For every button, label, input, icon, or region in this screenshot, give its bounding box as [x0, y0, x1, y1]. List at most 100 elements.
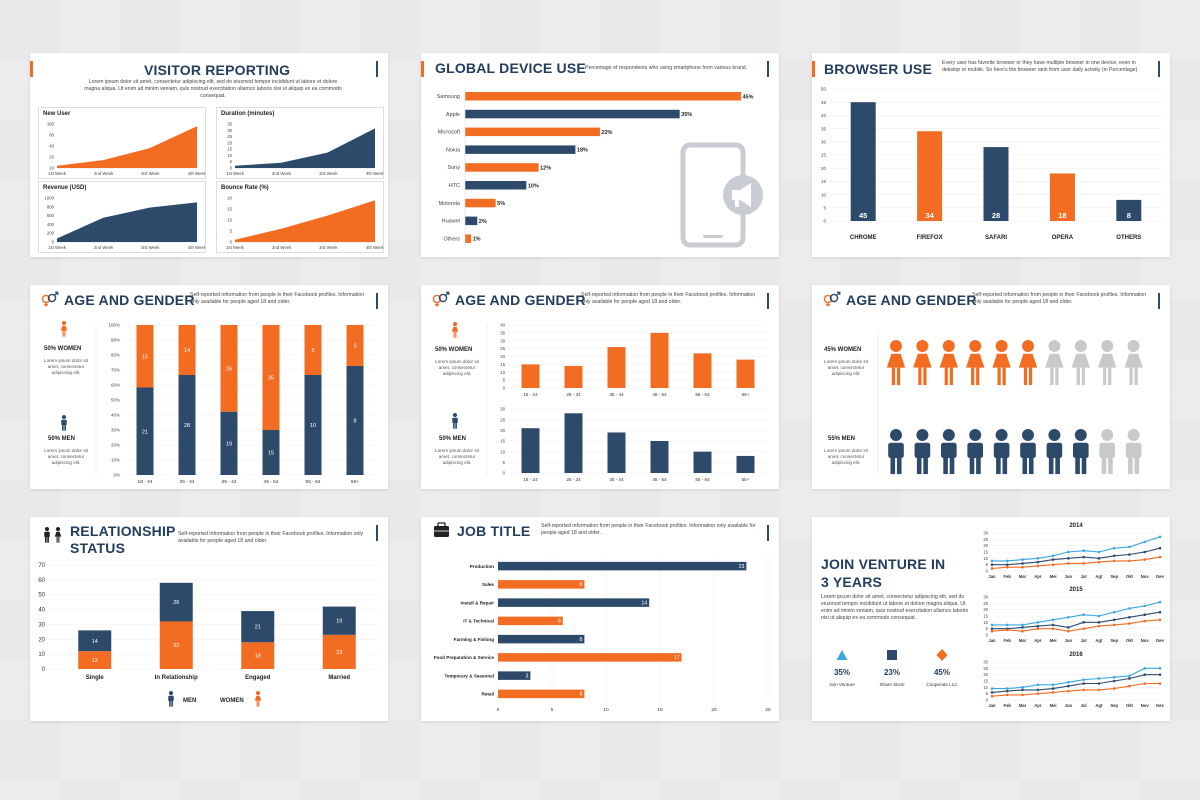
y-tick-label: 10	[227, 153, 232, 158]
mini-chart-panel: Bounce Rate (%) 20 15 10 5 0 1st Week 2nd Week 3…	[216, 181, 384, 253]
data-label: 14	[92, 639, 98, 645]
y-tick-label: 0	[986, 633, 989, 638]
area-series	[57, 202, 197, 242]
job-bar	[498, 689, 585, 699]
job-bar	[498, 580, 585, 589]
women-percentage: 50% WOMEN	[44, 346, 82, 352]
line-point	[1112, 546, 1116, 550]
slide-age-gender-pictogram: AGE AND GENDER Self-reported information…	[812, 285, 1170, 489]
y-tick-label: 0	[986, 698, 989, 703]
y-tick-label: 15	[500, 362, 505, 367]
stat-label: Share Stock	[879, 682, 905, 687]
y-tick-label: 45	[821, 100, 827, 105]
data-label: 18	[1058, 211, 1066, 220]
line-point	[990, 694, 994, 698]
line-point	[1097, 560, 1101, 564]
male-icon	[940, 429, 957, 475]
x-tick-label: Sep	[1110, 574, 1118, 579]
line-series	[992, 536, 1161, 562]
y-tick-label: 5	[986, 562, 989, 567]
line-point	[1097, 614, 1101, 618]
y-tick-label: 15	[500, 439, 505, 444]
line-point	[1051, 618, 1055, 622]
male-icon	[1072, 429, 1089, 475]
line-point	[1051, 683, 1055, 687]
women-percentage: 45% WOMEN	[824, 347, 862, 353]
x-tick-label: Apr	[1034, 703, 1042, 708]
age-gender-pictogram	[823, 291, 1143, 475]
y-tick-label: 70	[38, 563, 45, 569]
line-point	[1143, 558, 1147, 561]
line-series	[992, 547, 1161, 566]
category-label: Apple	[446, 112, 460, 118]
line-point	[1128, 607, 1131, 610]
job-bar	[498, 671, 531, 680]
y-tick-label: 5	[230, 229, 233, 234]
title-accent	[30, 61, 33, 77]
age-bar	[736, 455, 755, 473]
data-label: 28	[992, 211, 1000, 220]
y-tick-label: 10	[983, 620, 988, 625]
mini-chart-title: Bounce Rate (%)	[221, 185, 269, 191]
female-icon	[54, 527, 62, 543]
slide-title: AGE AND GENDER	[64, 292, 195, 308]
line-point	[1021, 562, 1024, 565]
y-tick-label: 20	[49, 155, 54, 160]
line-point	[1097, 682, 1101, 685]
y-tick-label: 800	[47, 204, 55, 209]
line-point	[1082, 682, 1085, 685]
device-bar	[465, 198, 496, 208]
x-tick-label: Jul	[1081, 638, 1087, 643]
female-icon	[60, 321, 68, 337]
data-label: 12	[92, 658, 98, 664]
data-label: 15	[142, 354, 148, 360]
female-icon	[1124, 340, 1143, 386]
women-segment	[159, 621, 193, 669]
x-tick-label: Nov	[1141, 703, 1150, 708]
men-percentage: 50% MEN	[439, 436, 467, 442]
browser-bar	[983, 147, 1009, 221]
category-label: SAFARI	[985, 235, 1007, 241]
line-point	[1097, 621, 1101, 624]
category-label: 55 - 64	[306, 479, 321, 485]
device-bar	[465, 145, 576, 154]
line-point	[990, 627, 994, 630]
line-series	[991, 674, 1160, 693]
age-bar	[607, 347, 626, 388]
male-icon	[1020, 429, 1036, 475]
y-tick-label: 100%	[108, 323, 120, 328]
y-tick-label: 10%	[111, 458, 120, 463]
line-point	[1067, 629, 1070, 633]
job-bar	[498, 561, 747, 571]
slide-description: Self-reported information from people in…	[190, 292, 365, 305]
line-point	[1082, 627, 1085, 630]
mini-chart-panel: Duration (minutes) 35 30 25 20 15 10 5 0 1st Week…	[216, 107, 384, 179]
men-segment	[220, 411, 238, 475]
line-point	[1128, 559, 1131, 563]
line-point	[990, 691, 994, 694]
area-series	[235, 128, 375, 168]
y-tick-label: 15	[227, 207, 232, 212]
x-tick-label: Feb	[1004, 703, 1012, 708]
line-point	[1158, 600, 1162, 604]
line-point	[1082, 621, 1085, 624]
age-bar	[521, 364, 540, 388]
area-series	[57, 126, 197, 168]
relationship-stacked-chart: 70 60 50 40 30 20 10 0 12 14 Single 32 26 In Relation…	[38, 527, 380, 707]
data-label: 32	[173, 643, 179, 649]
category-label: 45 - 54	[264, 479, 279, 485]
data-label: 14	[184, 348, 190, 354]
line-point	[1067, 557, 1070, 560]
male-icon	[1099, 429, 1116, 475]
line-point	[990, 629, 994, 633]
y-tick-label: 20	[227, 140, 232, 145]
line-point	[1067, 680, 1070, 684]
category-label: Nokia	[446, 147, 461, 153]
category-label: 18 - 24	[523, 392, 538, 397]
y-tick-label: 20	[500, 354, 505, 359]
line-point	[1036, 692, 1040, 695]
y-tick-label: 30	[227, 128, 232, 133]
line-point	[1158, 673, 1162, 676]
